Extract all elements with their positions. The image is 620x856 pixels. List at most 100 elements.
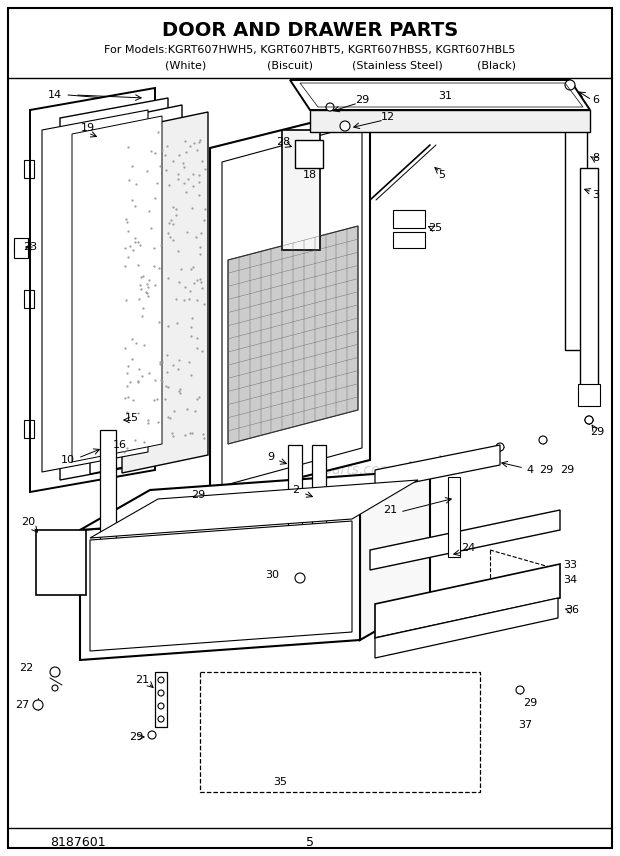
Polygon shape (375, 445, 500, 490)
Polygon shape (290, 80, 590, 110)
Polygon shape (310, 110, 590, 132)
Bar (14, 238, 28, 258)
Text: 28: 28 (276, 137, 290, 147)
Bar (448, 477, 460, 557)
Text: 21: 21 (135, 675, 149, 685)
Text: 29: 29 (590, 427, 604, 437)
Circle shape (158, 690, 164, 696)
Circle shape (158, 716, 164, 722)
Polygon shape (370, 510, 560, 570)
Polygon shape (222, 124, 362, 486)
Bar (24, 160, 34, 178)
Text: 2: 2 (293, 485, 299, 495)
Polygon shape (375, 564, 560, 638)
Text: 8187601: 8187601 (50, 835, 105, 848)
Text: 37: 37 (518, 720, 532, 730)
Circle shape (496, 443, 504, 451)
Polygon shape (80, 470, 430, 530)
Text: 36: 36 (565, 605, 579, 615)
Text: 6: 6 (593, 95, 600, 105)
Bar (393, 210, 425, 228)
Text: 14: 14 (48, 90, 62, 100)
Text: 9: 9 (267, 452, 275, 462)
Text: (Stainless Steel): (Stainless Steel) (352, 60, 443, 70)
Text: 30: 30 (265, 570, 279, 580)
Text: 18: 18 (303, 170, 317, 180)
Bar (36, 530, 86, 595)
Circle shape (539, 436, 547, 444)
Polygon shape (360, 470, 430, 640)
Text: 33: 33 (563, 560, 577, 570)
Bar (24, 290, 34, 308)
Text: 16: 16 (113, 440, 127, 450)
Circle shape (585, 416, 593, 424)
Text: 22: 22 (19, 663, 33, 673)
Bar (393, 232, 425, 248)
Text: 19: 19 (81, 123, 95, 133)
Text: (Biscuit): (Biscuit) (267, 60, 313, 70)
Bar (565, 130, 587, 350)
Bar (578, 384, 600, 406)
Text: For Models:KGRT607HWH5, KGRT607HBT5, KGRT607HBS5, KGRT607HBL5: For Models:KGRT607HWH5, KGRT607HBT5, KGR… (104, 45, 516, 55)
Polygon shape (90, 480, 418, 538)
Text: 35: 35 (273, 777, 287, 787)
Text: 20: 20 (21, 517, 35, 527)
Bar (24, 420, 34, 438)
Bar (312, 445, 326, 610)
Text: 23: 23 (23, 242, 37, 252)
Text: (White): (White) (166, 60, 206, 70)
Bar (200, 672, 480, 792)
Circle shape (110, 569, 118, 577)
Text: 29: 29 (539, 465, 553, 475)
Polygon shape (30, 88, 155, 492)
Circle shape (585, 416, 593, 424)
Text: (Black): (Black) (477, 60, 516, 70)
Polygon shape (60, 98, 168, 480)
Bar (282, 130, 320, 250)
Circle shape (516, 686, 524, 694)
Polygon shape (375, 598, 558, 658)
Text: 21: 21 (383, 505, 397, 515)
Circle shape (50, 667, 60, 677)
Bar (295, 140, 323, 168)
Text: 5: 5 (306, 835, 314, 848)
Text: 12: 12 (381, 112, 395, 122)
Circle shape (340, 121, 350, 131)
Circle shape (295, 573, 305, 583)
Circle shape (158, 677, 164, 683)
Bar (288, 445, 302, 575)
Polygon shape (122, 112, 208, 473)
Text: ereplacementparts.com: ereplacementparts.com (227, 463, 393, 477)
Text: 8: 8 (593, 153, 600, 163)
Polygon shape (228, 226, 358, 444)
Circle shape (96, 551, 104, 559)
Text: DOOR AND DRAWER PARTS: DOOR AND DRAWER PARTS (162, 21, 458, 39)
Polygon shape (90, 105, 182, 474)
Circle shape (565, 80, 575, 90)
Text: 25: 25 (428, 223, 442, 233)
Bar (580, 168, 598, 388)
Circle shape (158, 703, 164, 709)
Bar (155, 672, 167, 727)
Text: 29: 29 (355, 95, 369, 105)
Polygon shape (210, 108, 370, 500)
Polygon shape (80, 510, 360, 660)
Bar (100, 588, 128, 608)
Text: 29: 29 (523, 698, 537, 708)
Text: 3: 3 (593, 190, 600, 200)
Circle shape (326, 103, 334, 111)
Text: 29: 29 (129, 732, 143, 742)
Text: 15: 15 (125, 413, 139, 423)
Circle shape (52, 685, 58, 691)
Polygon shape (90, 521, 352, 651)
Circle shape (33, 700, 43, 710)
Text: 24: 24 (461, 543, 475, 553)
Text: 10: 10 (61, 455, 75, 465)
Text: 5: 5 (438, 170, 446, 180)
Text: 29: 29 (560, 465, 574, 475)
Text: 27: 27 (15, 700, 29, 710)
Text: 34: 34 (563, 575, 577, 585)
Polygon shape (72, 116, 162, 462)
Bar (100, 430, 116, 590)
Text: 29: 29 (191, 490, 205, 500)
